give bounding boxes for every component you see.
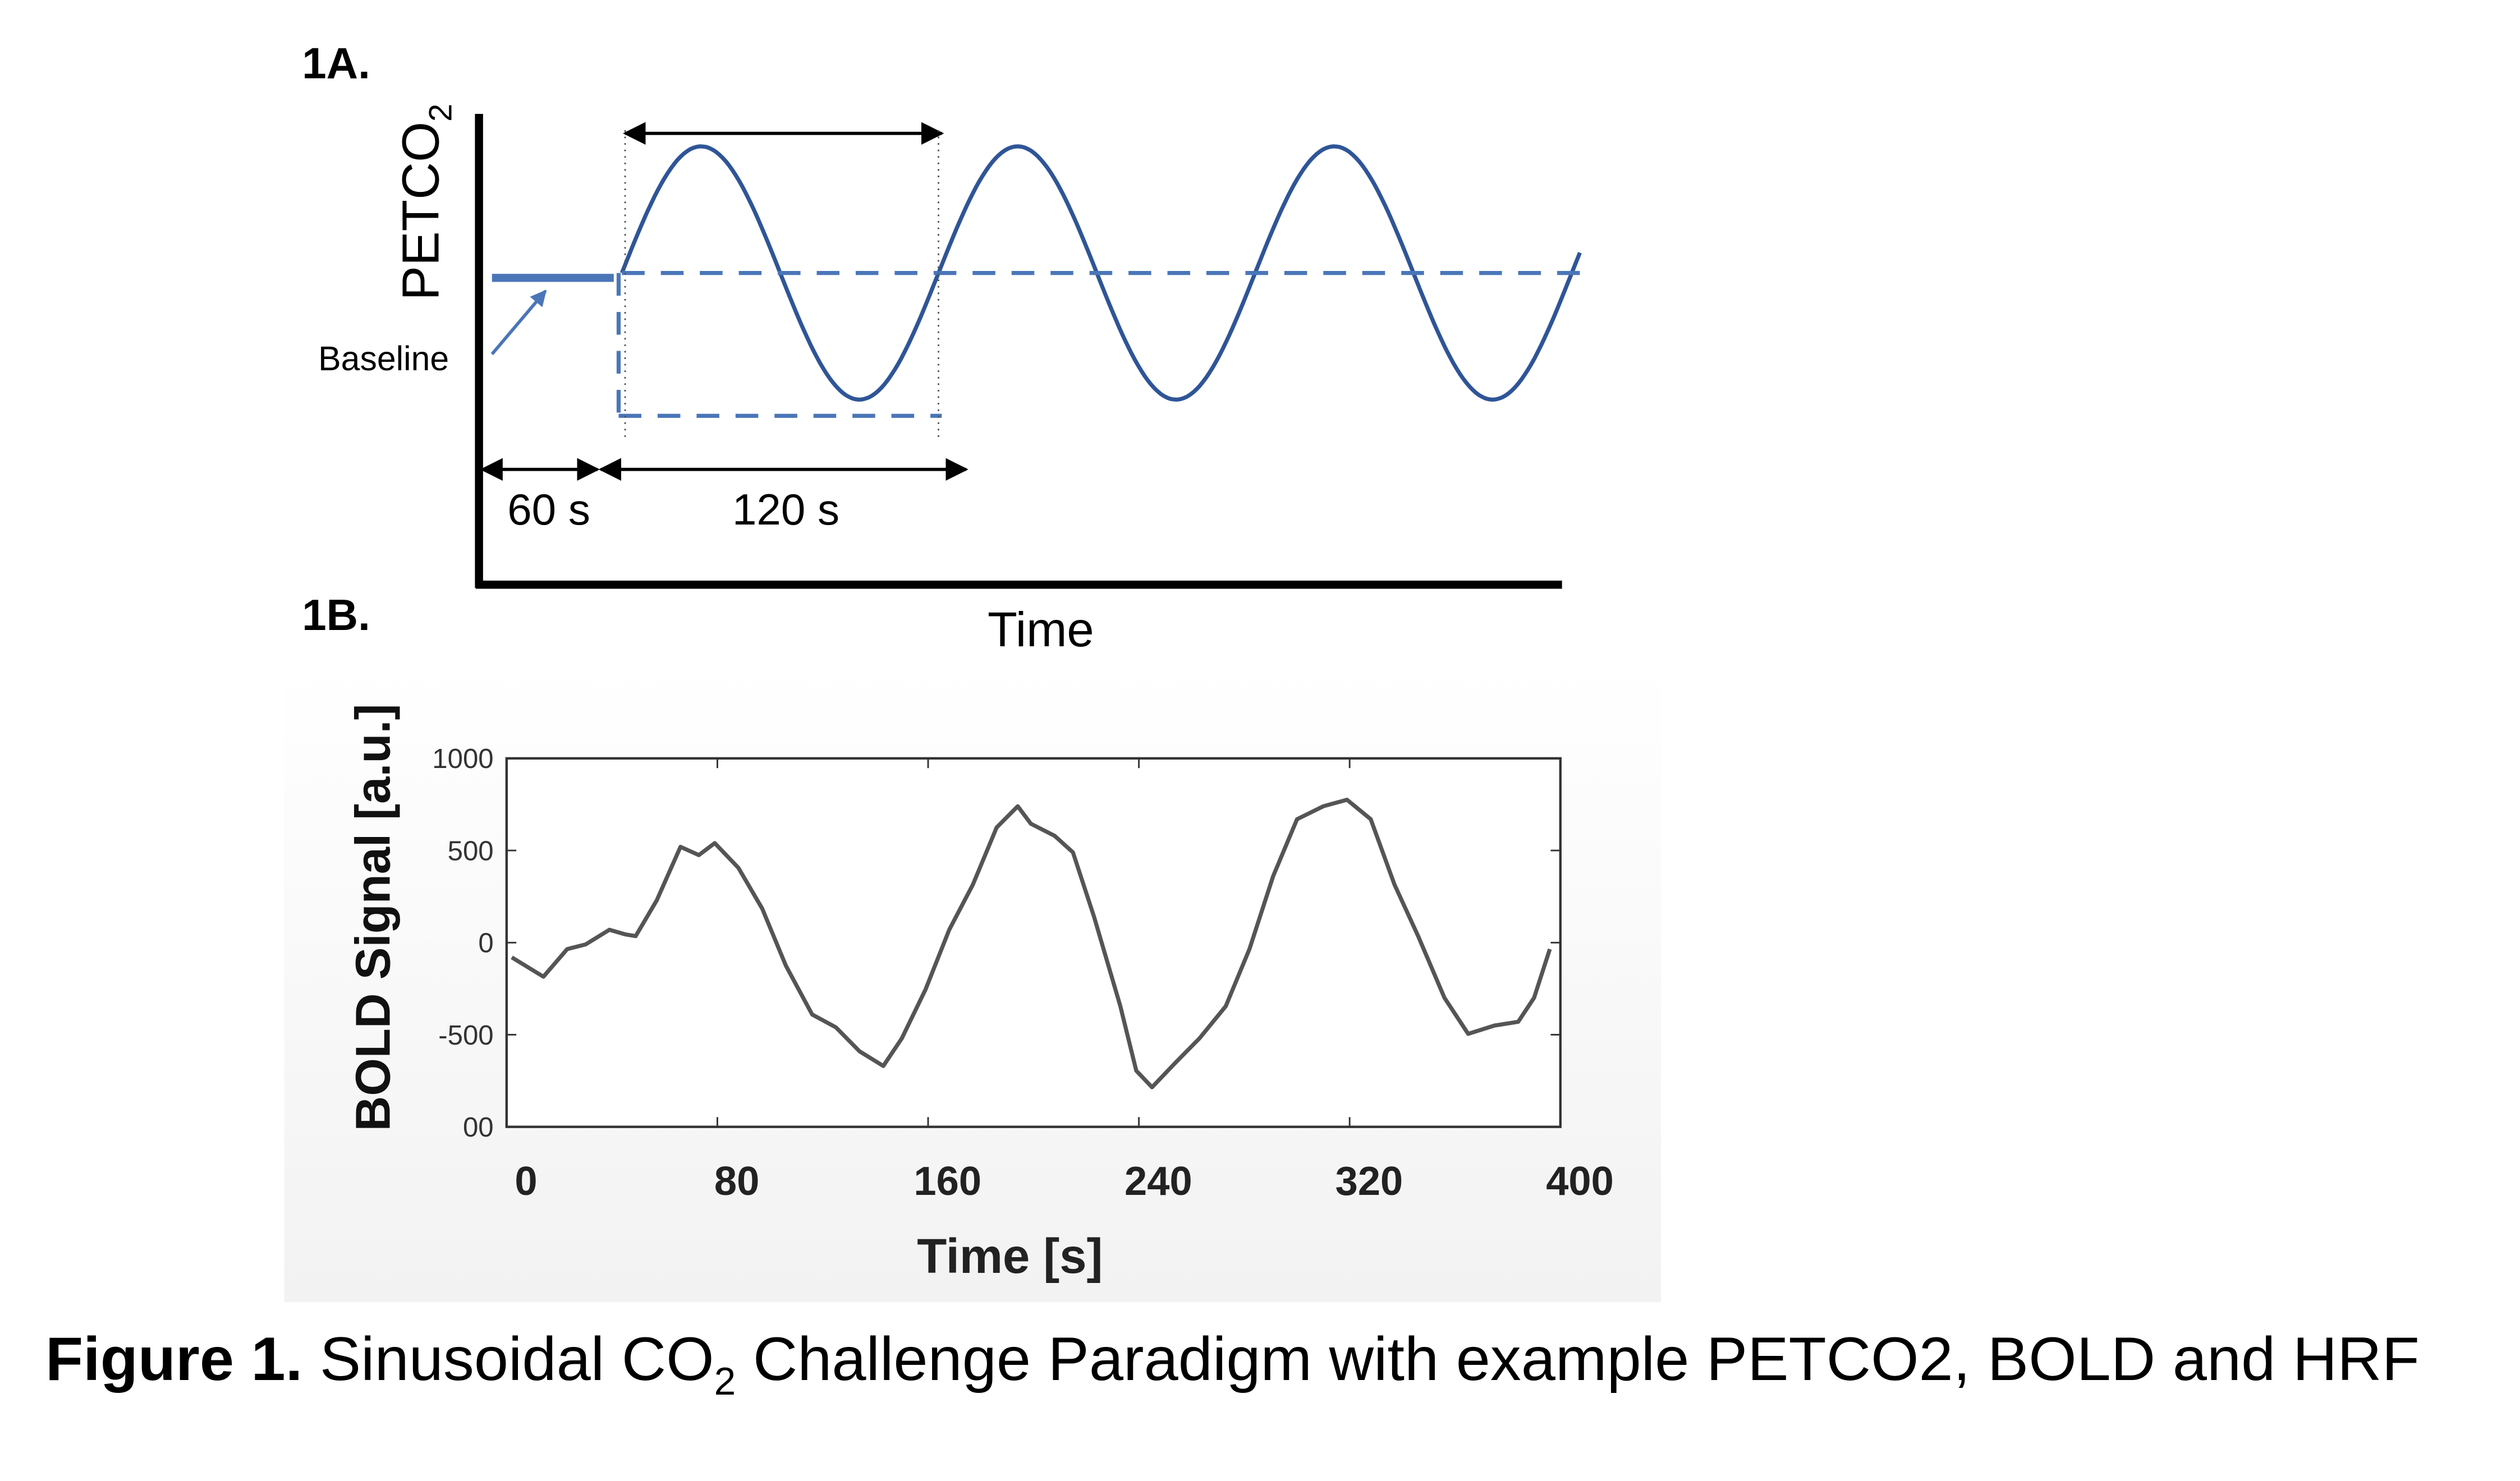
x-tick-label: 240: [1124, 1159, 1192, 1204]
y-tick-label: 0: [478, 928, 493, 959]
panel-label: 1A.: [302, 38, 370, 88]
x-axis-label: Time [s]: [917, 1229, 1103, 1284]
panel-label: 1B.: [302, 590, 370, 640]
pointer: [490, 289, 547, 356]
x-tick-label: 160: [914, 1159, 981, 1204]
y-axis-label: BOLD Signal [a.u.]: [346, 703, 400, 1131]
x-tick-label: 0: [515, 1159, 537, 1204]
caption: Figure 1. Sinusoidal CO2 Challenge Parad…: [45, 1324, 2420, 1403]
plot-frame: [505, 757, 1562, 1128]
annotation: 120 s: [732, 485, 839, 534]
plot: 00 -500 0 500 1000 0 80 160 240 320 400: [432, 743, 1614, 1204]
annotation: Baseline: [318, 339, 449, 378]
y-axis-label: PETCO2: [391, 104, 458, 301]
y-tick-label: 1000: [432, 743, 493, 774]
y-tick-label: -500: [438, 1020, 493, 1051]
sinusoid: [619, 144, 1582, 402]
x-tick-label: 400: [1546, 1159, 1614, 1204]
signal-line: [511, 798, 1552, 1089]
annotation: 60 s: [507, 485, 590, 534]
y-tick-label: 00: [463, 1112, 494, 1143]
y-tick-label: 500: [448, 835, 494, 866]
x-tick-label: 320: [1335, 1159, 1403, 1204]
x-tick-label: 80: [714, 1159, 759, 1204]
x-axis-label: Time: [988, 602, 1094, 657]
schematic: [492, 144, 1582, 418]
